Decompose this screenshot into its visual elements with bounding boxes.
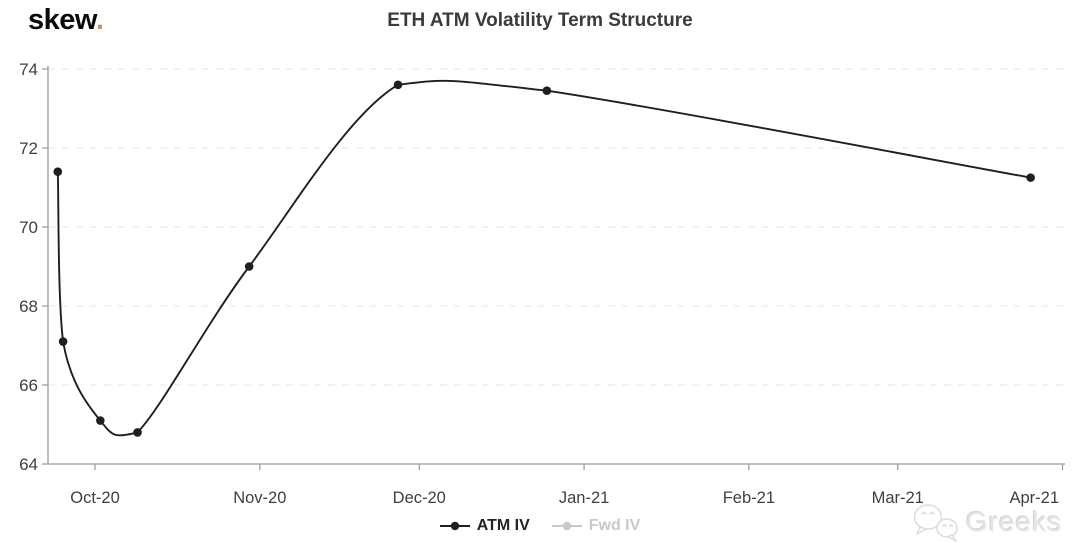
- x-tick-label: Feb-21: [723, 489, 775, 507]
- x-tick-label: Apr-21: [1009, 489, 1059, 507]
- atm-iv-curve[interactable]: [56, 79, 1032, 437]
- x-tick-label: Nov-20: [233, 489, 286, 507]
- legend-marker-dot: [450, 521, 459, 531]
- legend-marker-icon: [551, 521, 582, 531]
- y-tick-label: 68: [19, 297, 38, 316]
- y-tick-label: 72: [19, 139, 38, 158]
- x-tick-label: Jan-21: [559, 489, 609, 507]
- data-point[interactable]: [244, 262, 254, 271]
- data-point[interactable]: [96, 416, 105, 425]
- y-tick-label: 64: [19, 455, 38, 474]
- y-tick-label: 74: [19, 60, 38, 79]
- legend-label: Fwd IV: [588, 517, 641, 534]
- legend-item-fwd-iv[interactable]: Fwd IV: [551, 517, 641, 535]
- legend-item-atm-iv[interactable]: ATM IV: [439, 517, 530, 535]
- skew-logo-dot: .: [95, 4, 104, 36]
- legend-marker-dot: [562, 521, 571, 531]
- chart-legend: ATM IV Fwd IV: [0, 517, 1080, 535]
- legend-label: ATM IV: [476, 517, 530, 534]
- y-tick-label: 70: [19, 218, 38, 237]
- data-point[interactable]: [53, 167, 63, 176]
- x-tick-label: Mar-21: [872, 489, 924, 507]
- data-point[interactable]: [58, 337, 68, 346]
- y-tick-label: 66: [19, 376, 38, 395]
- data-point[interactable]: [133, 428, 142, 437]
- data-point[interactable]: [542, 86, 552, 96]
- skew-logo-text: skew: [28, 4, 96, 36]
- skew-logo: skew.: [28, 4, 104, 37]
- data-point[interactable]: [1026, 173, 1035, 182]
- x-tick-label: Dec-20: [393, 489, 446, 507]
- x-tick-label: Oct-20: [70, 489, 120, 507]
- data-point[interactable]: [393, 80, 403, 90]
- legend-marker-icon: [439, 521, 470, 531]
- chart-title: ETH ATM Volatility Term Structure: [387, 10, 693, 31]
